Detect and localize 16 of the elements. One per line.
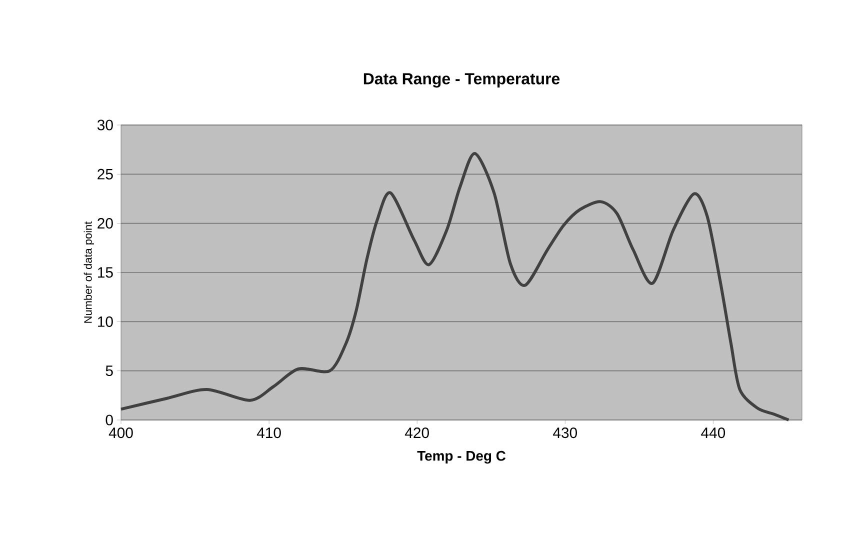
line-series	[120, 152, 790, 422]
y-axis-title: Number of data point	[84, 221, 94, 323]
y-tick-label: 20	[98, 218, 113, 229]
chart-title: Data Range - Temperature	[364, 73, 560, 88]
x-axis-title: Temp - Deg C	[417, 450, 506, 464]
y-tick-label: 15	[98, 267, 113, 278]
y-tick-label: 0	[106, 414, 113, 426]
x-tick-label: 420	[404, 428, 429, 438]
y-tick-label: 10	[98, 316, 113, 327]
x-tick-label: 430	[553, 428, 578, 438]
y-tick-label: 5	[106, 366, 113, 376]
y-tick-label: 30	[97, 120, 113, 130]
x-tick-label: 440	[701, 428, 726, 438]
x-tick-label: 410	[256, 428, 281, 438]
x-tick-label: 400	[108, 428, 133, 438]
y-tick-label: 25	[98, 168, 113, 180]
